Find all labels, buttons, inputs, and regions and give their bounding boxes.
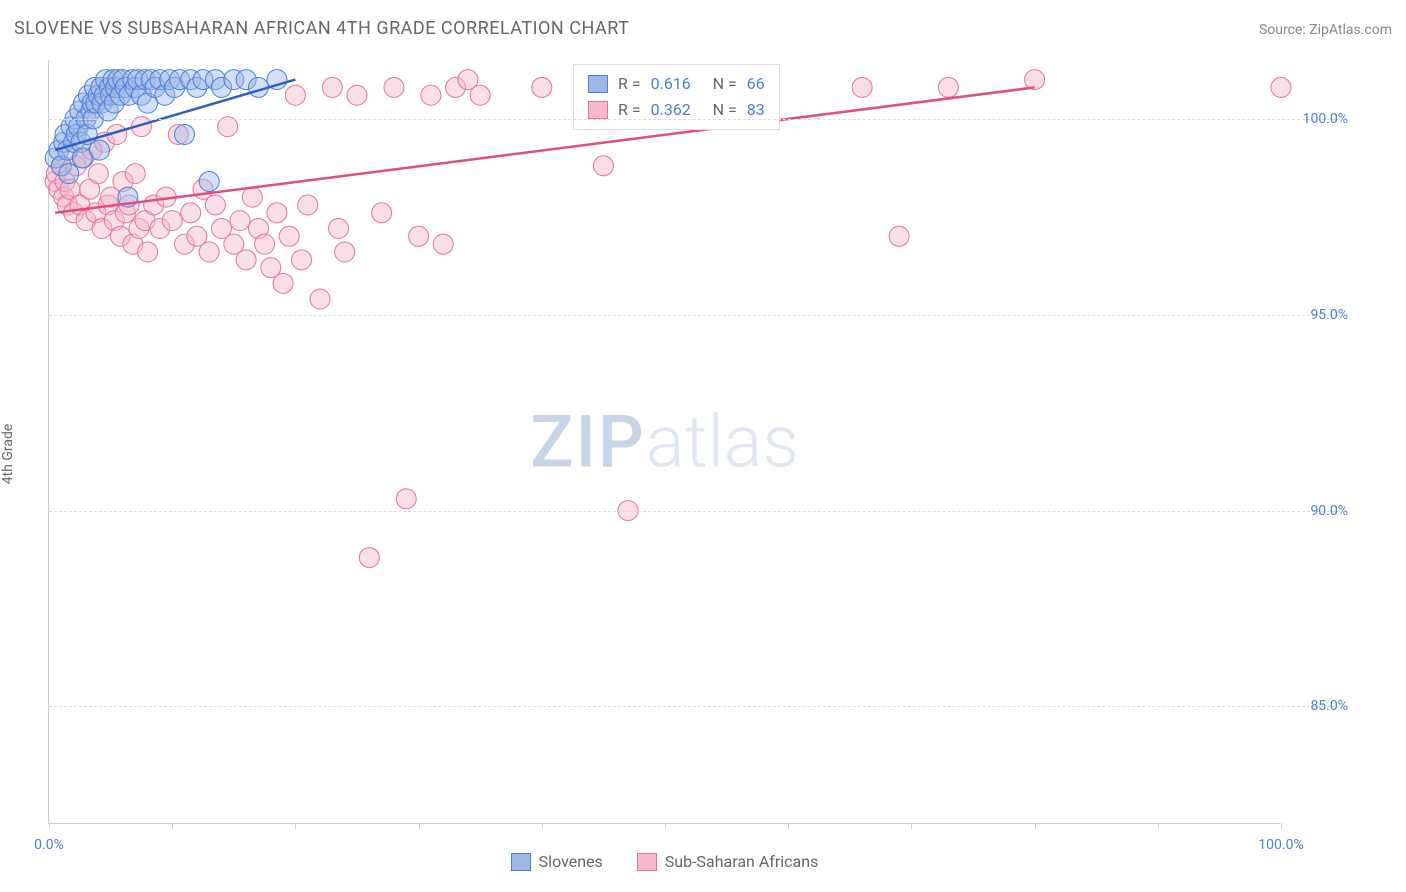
data-point xyxy=(292,250,312,270)
x-tick xyxy=(419,823,420,829)
data-point xyxy=(938,77,958,97)
source-label: Source: ZipAtlas.com xyxy=(1259,22,1392,38)
gridline xyxy=(49,315,1340,316)
y-tick-label: 100.0% xyxy=(1288,111,1348,127)
data-point xyxy=(255,234,275,254)
data-point xyxy=(1025,70,1045,90)
data-point xyxy=(433,234,453,254)
data-point xyxy=(384,77,404,97)
legend-swatch xyxy=(637,853,657,871)
legend-swatch xyxy=(511,853,531,871)
data-point xyxy=(532,77,552,97)
gridline xyxy=(49,511,1340,512)
legend-item: Sub-Saharan Africans xyxy=(637,852,819,871)
chart-title: SLOVENE VS SUBSAHARAN AFRICAN 4TH GRADE … xyxy=(14,18,629,39)
data-point xyxy=(285,85,305,105)
data-point xyxy=(372,203,392,223)
data-point xyxy=(279,226,299,246)
gridline xyxy=(49,119,1340,120)
data-point xyxy=(162,211,182,231)
r-label: R = xyxy=(618,71,641,97)
data-point xyxy=(359,548,379,568)
data-point xyxy=(59,164,79,184)
data-point xyxy=(138,242,158,262)
legend-swatch xyxy=(588,75,608,93)
x-tick xyxy=(172,823,173,829)
data-point xyxy=(175,124,195,144)
data-point xyxy=(889,226,909,246)
data-point xyxy=(236,250,256,270)
legend-label: Slovenes xyxy=(539,852,603,871)
x-tick xyxy=(665,823,666,829)
series-legend: Slovenes Sub-Saharan Africans xyxy=(49,852,1280,871)
data-point xyxy=(593,156,613,176)
data-point xyxy=(242,187,262,207)
data-point xyxy=(273,273,293,293)
data-point xyxy=(852,77,872,97)
data-point xyxy=(230,211,250,231)
stats-legend: R =0.616N =66R =0.362N =83 xyxy=(573,64,780,130)
x-tick xyxy=(911,823,912,829)
data-point xyxy=(409,226,429,246)
data-point xyxy=(347,85,367,105)
x-tick xyxy=(542,823,543,829)
x-tick xyxy=(295,823,296,829)
data-point xyxy=(205,195,225,215)
data-point xyxy=(470,85,490,105)
x-tick xyxy=(788,823,789,829)
data-point xyxy=(335,242,355,262)
y-tick-label: 90.0% xyxy=(1288,503,1348,519)
n-label: N = xyxy=(713,71,737,97)
x-tick xyxy=(1035,823,1036,829)
data-point xyxy=(298,195,318,215)
x-tick xyxy=(1281,823,1282,829)
data-point xyxy=(396,489,416,509)
stats-legend-row: R = 0.616 N = 66 xyxy=(588,71,765,97)
legend-label: Sub-Saharan Africans xyxy=(665,852,819,871)
data-point xyxy=(88,164,108,184)
plot-area: ZIPatlas R =0.616N =66R =0.362N =83 Slov… xyxy=(48,60,1280,824)
legend-item: Slovenes xyxy=(511,852,603,871)
data-point xyxy=(267,203,287,223)
data-point xyxy=(322,77,342,97)
data-point xyxy=(90,140,110,160)
x-tick xyxy=(49,823,50,829)
data-point xyxy=(421,85,441,105)
y-tick-label: 95.0% xyxy=(1288,307,1348,323)
data-point xyxy=(329,218,349,238)
x-tick xyxy=(1158,823,1159,829)
gridline xyxy=(49,706,1340,707)
legend-swatch xyxy=(588,101,608,119)
data-point xyxy=(1271,77,1291,97)
y-tick-label: 85.0% xyxy=(1288,698,1348,714)
data-point xyxy=(199,242,219,262)
y-axis-label: 4th Grade xyxy=(0,424,16,485)
x-tick-label: 0.0% xyxy=(34,837,64,853)
n-value: 66 xyxy=(747,71,765,97)
data-point xyxy=(310,289,330,309)
r-value: 0.616 xyxy=(651,71,703,97)
scatter-svg xyxy=(49,60,1280,823)
data-point xyxy=(199,171,219,191)
data-point xyxy=(181,203,201,223)
x-tick-label: 100.0% xyxy=(1258,837,1303,853)
data-point xyxy=(125,164,145,184)
